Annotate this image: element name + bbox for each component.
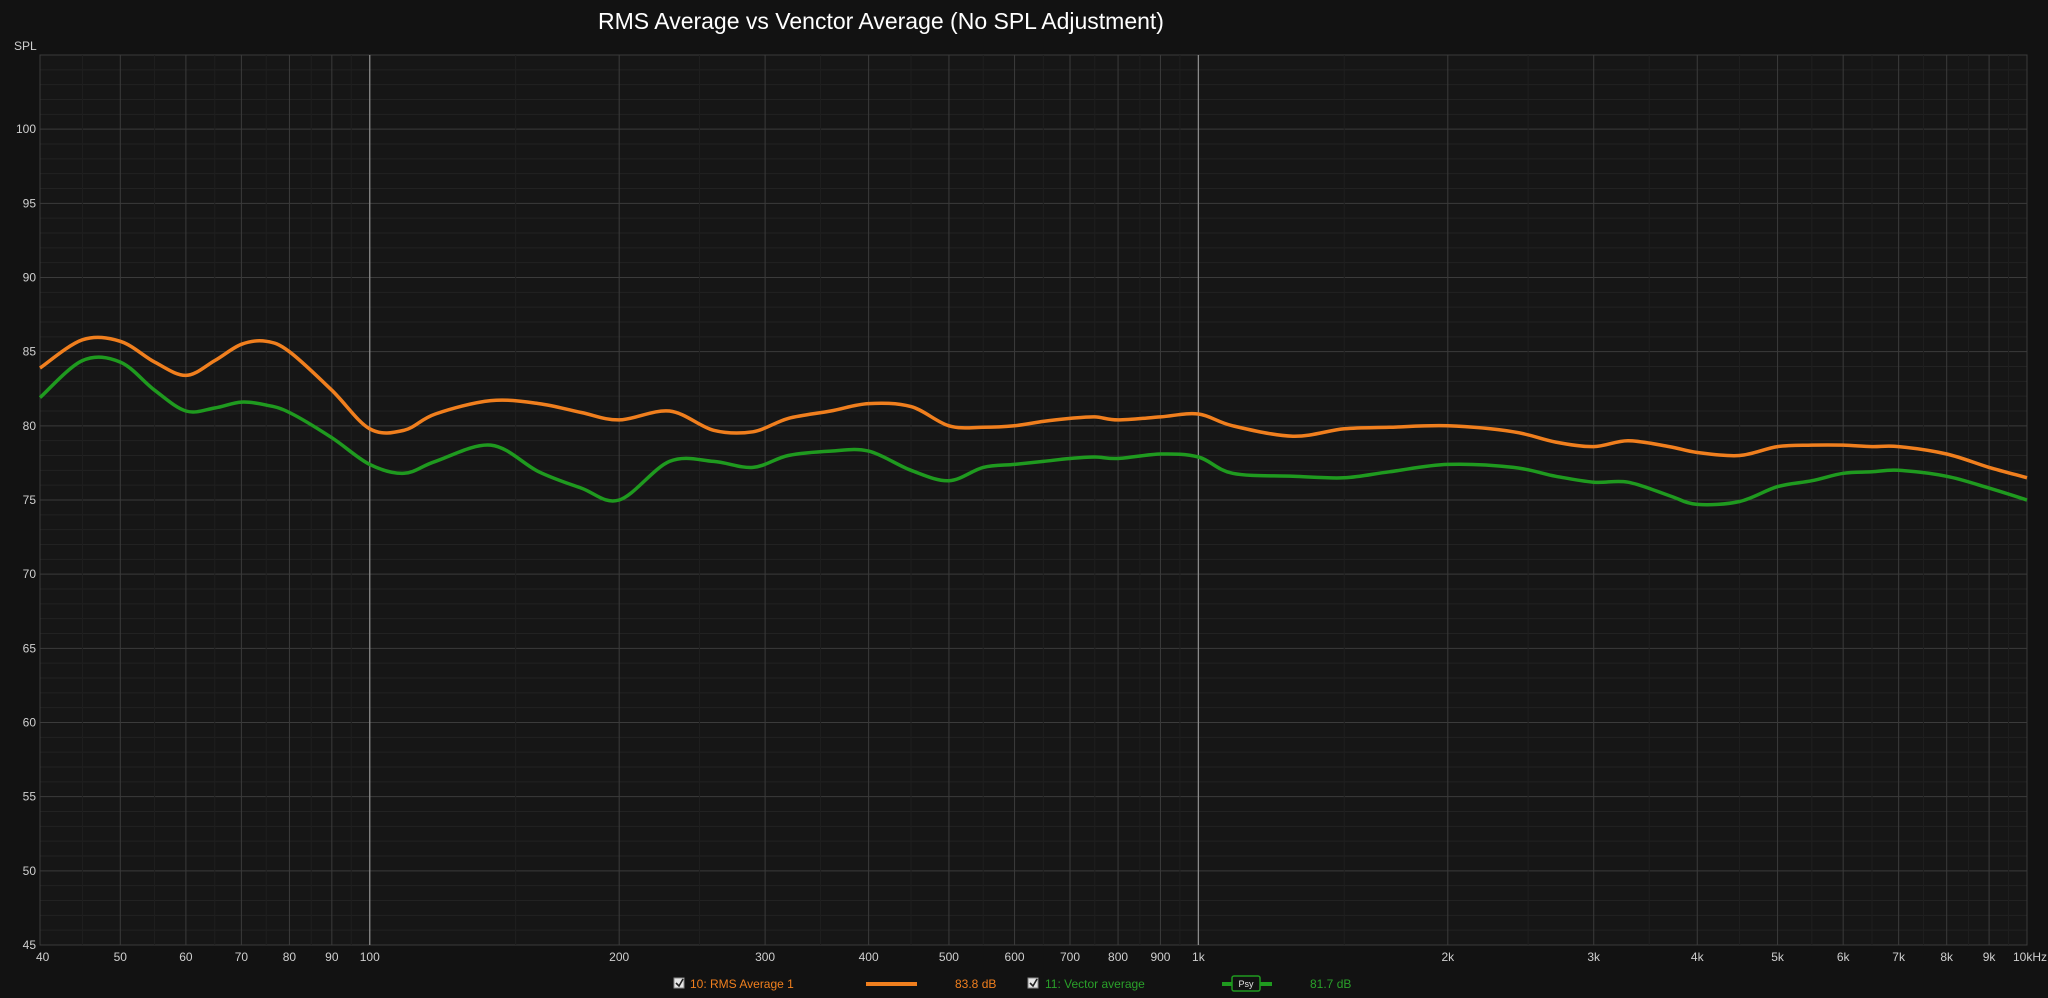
legend-checkbox-1[interactable] [673,977,685,989]
check-icon [675,978,684,988]
x-tick-label: 90 [325,950,339,964]
y-axis-label: SPL [14,39,37,53]
x-tick-label: 7k [1892,950,1906,964]
x-tick-label: 800 [1108,950,1128,964]
legend-item-vector-average[interactable]: 11: Vector average Psy 81.7 dB [1027,975,1351,992]
x-tick-label: 5k [1771,950,1785,964]
x-tick-label: 2k [1441,950,1455,964]
y-tick-label: 95 [23,196,37,210]
x-tick-label: 70 [235,950,249,964]
y-tick-label: 100 [16,122,36,136]
series-line-rms-average [39,335,2028,480]
x-tick-label: 9k [1983,950,1997,964]
x-axis-ticks: 40 50 60 70 80 90 100 200 300 400 500 600 700 800 900 1… [36,950,2047,964]
x-tick-label: 10kHz [2013,950,2047,964]
y-tick-label: 75 [23,493,37,507]
y-tick-label: 65 [23,641,37,655]
legend-label-1: 10: RMS Average 1 [690,977,794,991]
series-layer [38,335,2028,507]
x-tick-label: 100 [360,950,380,964]
x-tick-label: 60 [179,950,193,964]
x-tick-label: 400 [859,950,879,964]
legend-value-2: 81.7 dB [1310,977,1351,991]
series-line-vector-average [38,355,2028,507]
x-tick-label: 6k [1837,950,1851,964]
x-tick-label: 900 [1150,950,1170,964]
x-tick-label: 700 [1060,950,1080,964]
y-tick-label: 85 [23,345,37,359]
x-tick-label: 200 [609,950,629,964]
y-tick-label: 60 [23,716,37,730]
x-tick-label: 4k [1691,950,1705,964]
grid [39,54,2028,946]
y-tick-label: 50 [23,864,37,878]
y-tick-label: 90 [23,271,37,285]
x-tick-label: 300 [755,950,775,964]
x-tick-label: 40 [36,950,50,964]
y-axis-ticks: 100 95 90 85 80 75 70 65 60 55 50 45 [16,122,36,952]
x-tick-label: 50 [114,950,128,964]
x-tick-label: 3k [1587,950,1601,964]
x-tick-label: 600 [1005,950,1025,964]
legend: 10: RMS Average 1 83.8 dB 11: Vector ave… [673,975,1351,992]
psy-badge-label: Psy [1238,979,1254,989]
x-tick-label: 8k [1940,950,1954,964]
y-tick-label: 45 [23,938,37,952]
y-tick-label: 70 [23,567,37,581]
x-tick-label: 1k [1192,950,1206,964]
legend-checkbox-2[interactable] [1027,977,1039,989]
y-tick-label: 80 [23,419,37,433]
legend-label-2: 11: Vector average [1045,977,1145,991]
check-icon [1029,978,1038,988]
y-tick-label: 55 [23,790,37,804]
x-tick-label: 80 [283,950,297,964]
legend-value-1: 83.8 dB [955,977,996,991]
psy-badge [1231,975,1261,992]
chart-title: RMS Average vs Venctor Average (No SPL A… [598,8,1164,34]
x-tick-label: 500 [939,950,959,964]
legend-item-rms-average[interactable]: 10: RMS Average 1 83.8 dB [673,977,996,991]
